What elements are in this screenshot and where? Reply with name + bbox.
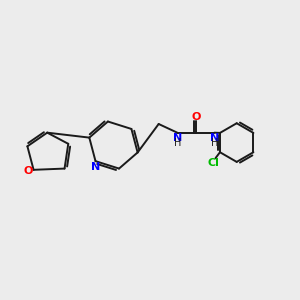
Text: N: N [92, 162, 100, 172]
Text: O: O [191, 112, 200, 122]
Text: N: N [172, 133, 182, 142]
Text: H: H [211, 138, 218, 148]
Text: H: H [174, 138, 181, 148]
Text: O: O [23, 166, 33, 176]
Text: Cl: Cl [207, 158, 219, 168]
Text: N: N [210, 133, 219, 142]
